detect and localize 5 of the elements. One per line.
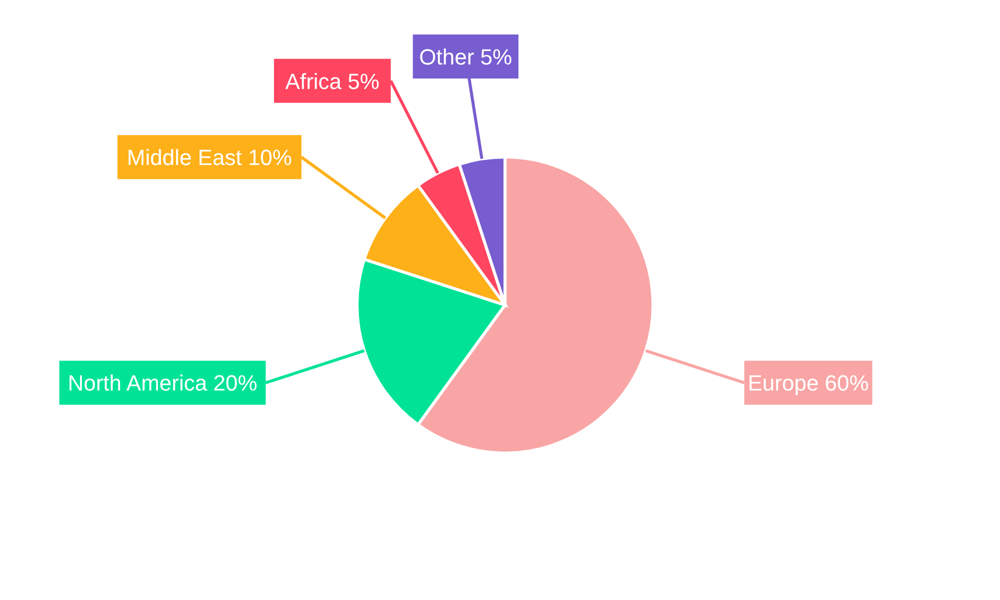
slice-label: North America 20% <box>68 370 258 396</box>
slice-label: Europe 60% <box>748 370 869 396</box>
slice-label: Middle East 10% <box>126 145 292 170</box>
slice-label: Other 5% <box>419 44 512 70</box>
slice-label: Africa 5% <box>285 68 380 94</box>
